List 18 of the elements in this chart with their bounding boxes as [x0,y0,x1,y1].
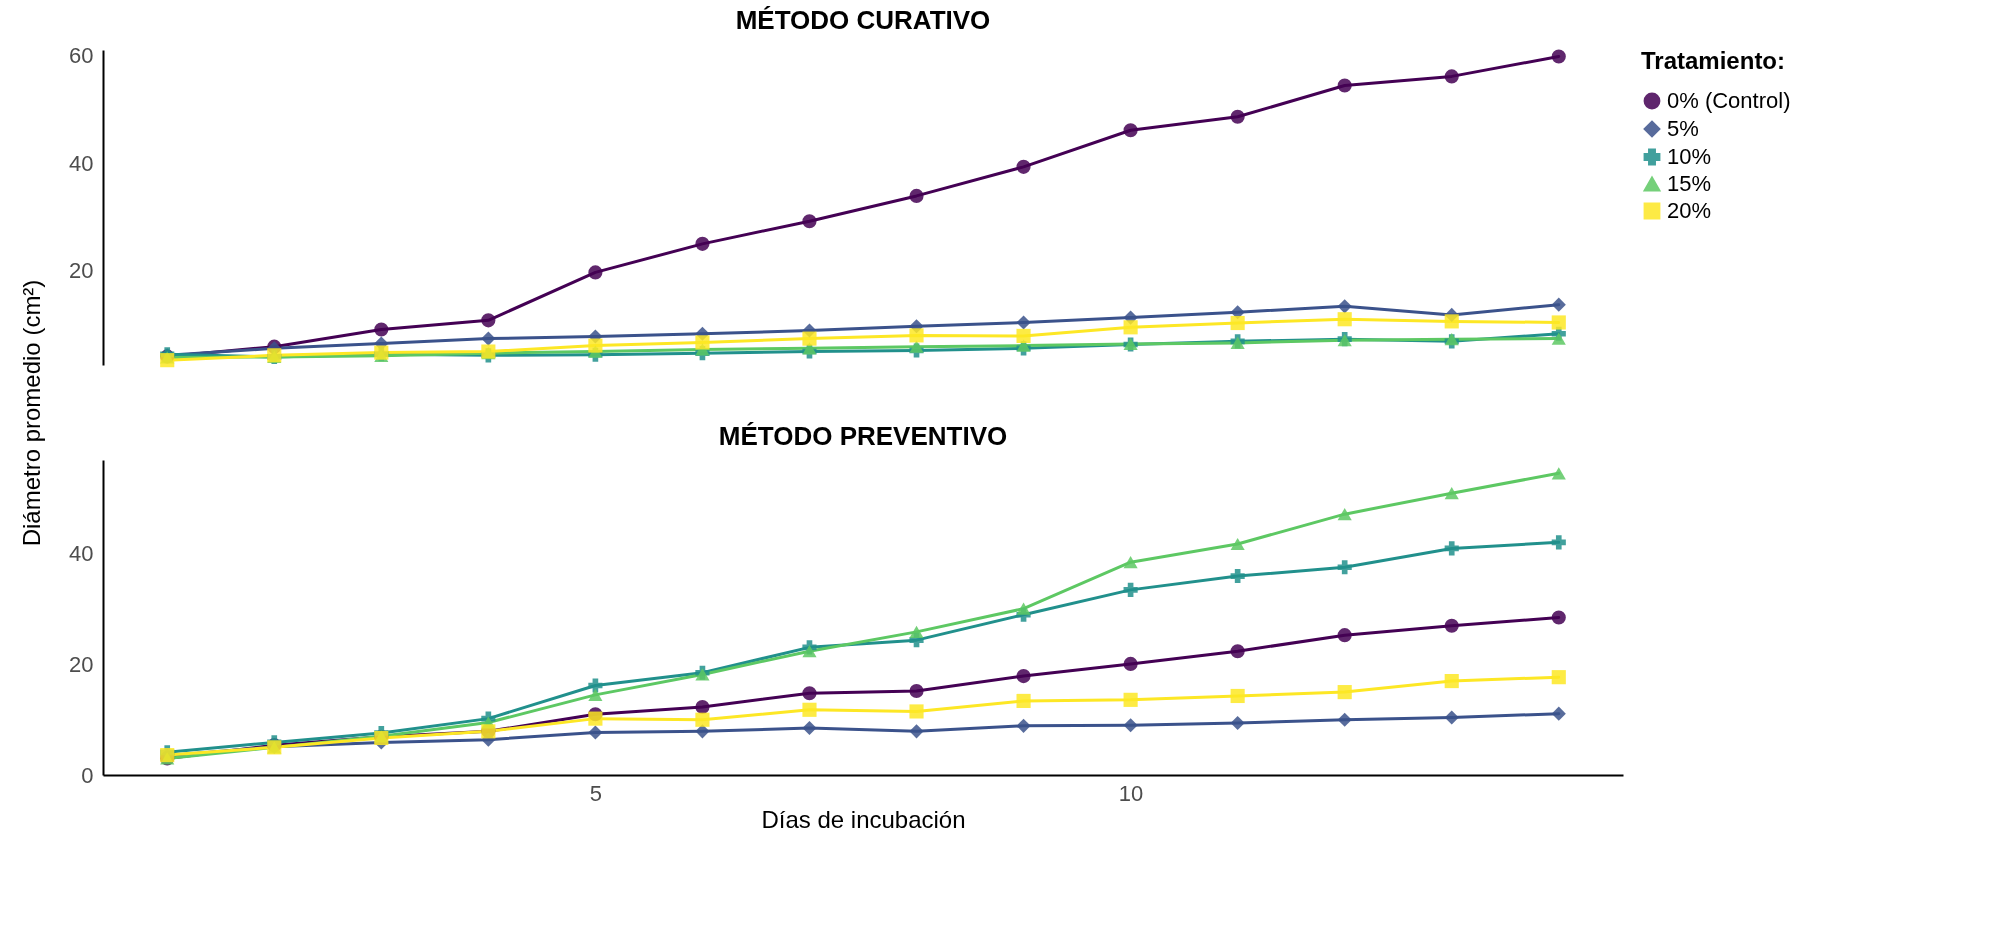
legend-label: 5% [1667,116,1699,141]
y-tick-label: 20 [69,258,94,284]
y-tick-label: 40 [69,150,94,176]
chart-title: MÉTODO CURATIVO [735,5,991,36]
legend-title: Tratamiento: [1641,47,1786,74]
y-axis-title: Diámetro promedio (cm²) [18,279,46,547]
legend-label: 0% (Control) [1667,88,1791,113]
chart-title: MÉTODO PREVENTIVO [718,421,1008,451]
y-tick-label: 60 [69,42,94,68]
x-axis-title: Días de incubación [761,805,966,833]
legend-label: 20% [1667,198,1712,223]
x-tick-label: 5 [589,780,603,806]
y-tick-label: 0 [81,762,94,788]
legend-label: 15% [1667,171,1712,196]
y-tick-label: 40 [69,541,94,567]
x-tick-label: 10 [1118,780,1144,806]
y-tick-label: 20 [69,651,94,677]
legend-label: 10% [1667,144,1712,169]
